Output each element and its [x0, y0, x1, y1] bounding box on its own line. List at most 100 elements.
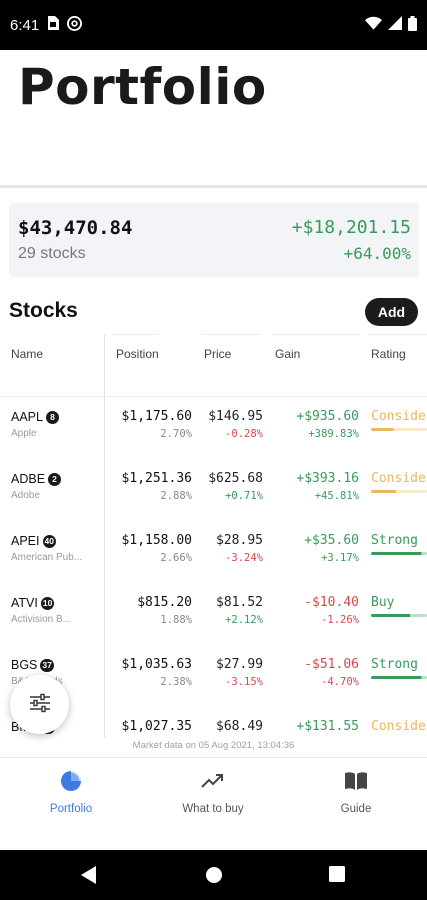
stock-gain-value: -$10.40 [304, 595, 359, 610]
pie-chart-icon [60, 769, 82, 793]
stock-symbol: AAPL 8 [11, 410, 59, 424]
stocks-table[interactable]: Name Position Price Gain Rating AAPL 8 App… [0, 334, 427, 738]
stock-rating-bar [371, 676, 427, 679]
stock-gain-value: +$35.60 [304, 533, 359, 548]
back-icon[interactable] [80, 865, 98, 890]
stock-ticker: AAPL [11, 410, 43, 424]
stock-gain-pct: -1.26% [321, 614, 359, 626]
stock-symbol: ATVI 10 [11, 596, 55, 610]
stock-price: $28.95 [216, 533, 263, 548]
column-header-gain[interactable]: Gain [275, 347, 301, 361]
stock-company-name: Apple [11, 428, 37, 439]
stock-rating: Strong [371, 533, 418, 548]
stock-price: $27.99 [216, 657, 263, 672]
sliders-icon [29, 693, 51, 716]
column-header-price[interactable]: Price [204, 347, 232, 361]
stock-rating: Strong [371, 657, 418, 672]
nav-guide[interactable]: Guide [285, 758, 427, 851]
stock-gain-value: -$51.06 [304, 657, 359, 672]
nav-what-to-buy[interactable]: What to buy [142, 758, 284, 851]
stock-symbol: APEI 40 [11, 534, 56, 548]
stock-gain-pct: +45.81% [314, 490, 359, 502]
stock-company-name: American Pub... [11, 552, 83, 563]
stock-position-value: $815.20 [137, 595, 192, 610]
stock-gain-value: +$393.16 [296, 471, 359, 486]
stock-gain-pct: +389.83% [308, 428, 359, 440]
stock-position-value: $1,175.60 [121, 409, 192, 424]
portfolio-stock-count: 29 stocks [18, 245, 86, 262]
stock-rating: Buy [371, 595, 395, 610]
stock-position-pct: 2.70% [160, 428, 192, 440]
home-icon[interactable] [204, 865, 224, 890]
stock-gain-value: +$935.60 [296, 409, 359, 424]
stock-quantity-badge: 8 [45, 410, 59, 424]
stock-quantity-badge: 37 [40, 658, 54, 672]
stock-quantity-badge: 40 [42, 534, 56, 548]
portfolio-summary-card[interactable]: $43,470.84 29 stocks +$18,201.15 +64.00% [9, 203, 419, 277]
stock-rating-bar [371, 428, 427, 431]
status-bar: 6:41 [0, 0, 427, 50]
stock-price-change: -3.24% [225, 552, 263, 564]
header-rule [272, 334, 360, 335]
header-rule [368, 334, 427, 335]
stock-price: $625.68 [208, 471, 263, 486]
stock-price-change: +2.12% [225, 614, 263, 626]
column-header-position[interactable]: Position [116, 347, 159, 361]
wifi-icon [365, 16, 382, 34]
table-row[interactable]: ADBE 2 Adobe $1,251.36 2.88% $625.68 +0.71% +$3… [0, 459, 427, 521]
stock-symbol: BGS 37 [11, 658, 54, 672]
add-stock-button[interactable]: Add [365, 298, 418, 326]
bottom-navigation: Portfolio What to buy Guide [0, 757, 427, 850]
stock-rating-bar [371, 614, 427, 617]
stock-rating: Conside [371, 719, 426, 734]
nav-label: Portfolio [49, 803, 93, 815]
stock-quantity-badge: 10 [40, 596, 55, 610]
table-row[interactable]: AAPL 8 Apple $1,175.60 2.70% $146.95 -0.28% +$9… [0, 397, 427, 459]
sim-card-icon [47, 16, 60, 34]
stock-price: $81.52 [216, 595, 263, 610]
battery-icon [408, 15, 417, 35]
header-rule [112, 334, 158, 335]
portfolio-total-gain-pct: +64.00% [343, 244, 411, 263]
stock-rating-bar [371, 552, 427, 555]
recents-icon[interactable] [328, 865, 346, 888]
trend-up-icon [201, 769, 225, 793]
stock-rating: Conside [371, 409, 426, 424]
filter-fab-button[interactable] [10, 675, 69, 734]
header-divider [0, 185, 427, 188]
stock-ticker: ATVI [11, 596, 38, 610]
stock-ticker: APEI [11, 534, 40, 548]
stock-position-value: $1,251.36 [121, 471, 192, 486]
nav-portfolio[interactable]: Portfolio [0, 758, 142, 851]
stock-gain-pct: +3.17% [321, 552, 359, 564]
stock-price: $68.49 [216, 719, 263, 734]
column-divider [104, 334, 105, 738]
stock-company-name: Activision B... [11, 614, 72, 625]
stock-position-pct: 2.66% [160, 552, 192, 564]
at-icon [67, 15, 83, 35]
stock-gain-value: +$131.55 [296, 719, 359, 734]
column-header-rating[interactable]: Rating [371, 347, 406, 361]
stocks-section-title: Stocks [9, 299, 78, 322]
stock-position-pct: 1.88% [160, 614, 192, 626]
table-row[interactable]: ATVI 10 Activision B... $815.20 1.88% $81.52 +… [0, 583, 427, 645]
market-data-timestamp: Market data on 05 Aug 2021, 13:04:36 [132, 740, 295, 751]
table-header-divider [0, 396, 427, 397]
stock-symbol: ADBE 2 [11, 472, 62, 486]
stock-gain-pct: -4.70% [321, 676, 359, 688]
stock-company-name: Adobe [11, 490, 40, 501]
system-navigation-bar [0, 850, 427, 900]
page-title: Portfolio [18, 58, 267, 116]
stock-price: $146.95 [208, 409, 263, 424]
status-time: 6:41 [10, 16, 40, 34]
stock-position-pct: 2.38% [160, 676, 192, 688]
stock-position-value: $1,035.63 [121, 657, 192, 672]
column-header-name[interactable]: Name [11, 347, 44, 361]
stock-position-value: $1,027.35 [121, 719, 192, 734]
stock-position-value: $1,158.00 [121, 533, 192, 548]
stock-quantity-badge: 2 [48, 472, 62, 486]
stock-rating: Conside [371, 471, 426, 486]
stock-price-change: -3.15% [225, 676, 263, 688]
table-row[interactable]: APEI 40 American Pub... $1,158.00 2.66% $28.9… [0, 521, 427, 583]
stock-price-change: +0.71% [225, 490, 263, 502]
